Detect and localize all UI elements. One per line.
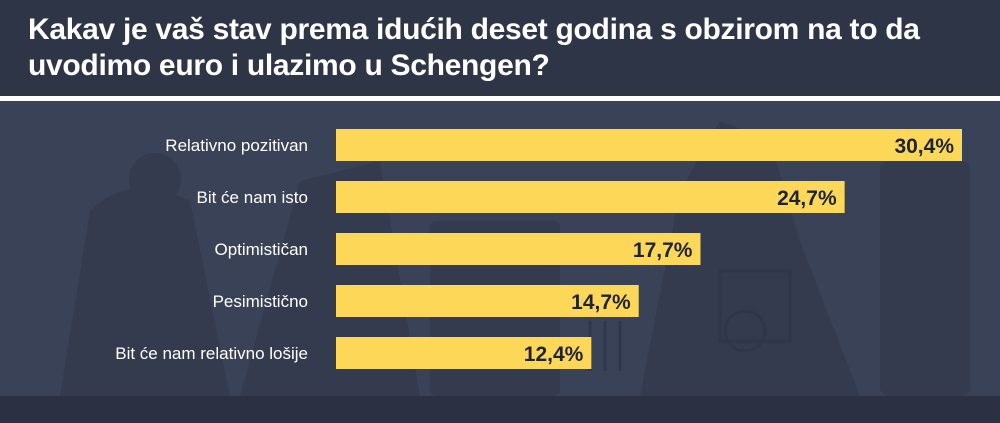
value-label-1: 24,7% <box>777 187 837 210</box>
value-label-3: 14,7% <box>571 291 631 314</box>
chart-title: Kakav je vaš stav prema idućih deset god… <box>28 13 920 82</box>
bar-1 <box>336 181 845 213</box>
category-label-2: Optimističan <box>214 240 308 259</box>
value-label-4: 12,4% <box>524 343 584 366</box>
bar-chart: Relativno pozitivan 30,4% Bit će nam isto 2… <box>115 129 962 369</box>
bar-0 <box>336 129 962 161</box>
value-label-0: 30,4% <box>894 135 954 158</box>
bar-4 <box>336 337 592 369</box>
chart-footer <box>0 396 1000 423</box>
bar-3 <box>336 285 639 317</box>
value-label-2: 17,7% <box>633 239 693 262</box>
category-label-3: Pesimistično <box>213 292 308 311</box>
category-label-4: Bit će nam relativno lošije <box>115 344 308 363</box>
chart-header: Kakav je vaš stav prema idućih deset god… <box>0 0 1000 96</box>
category-label-0: Relativno pozitivan <box>165 136 308 155</box>
category-label-1: Bit će nam isto <box>197 188 309 207</box>
bar-2 <box>336 233 701 265</box>
header-divider <box>0 96 1000 101</box>
